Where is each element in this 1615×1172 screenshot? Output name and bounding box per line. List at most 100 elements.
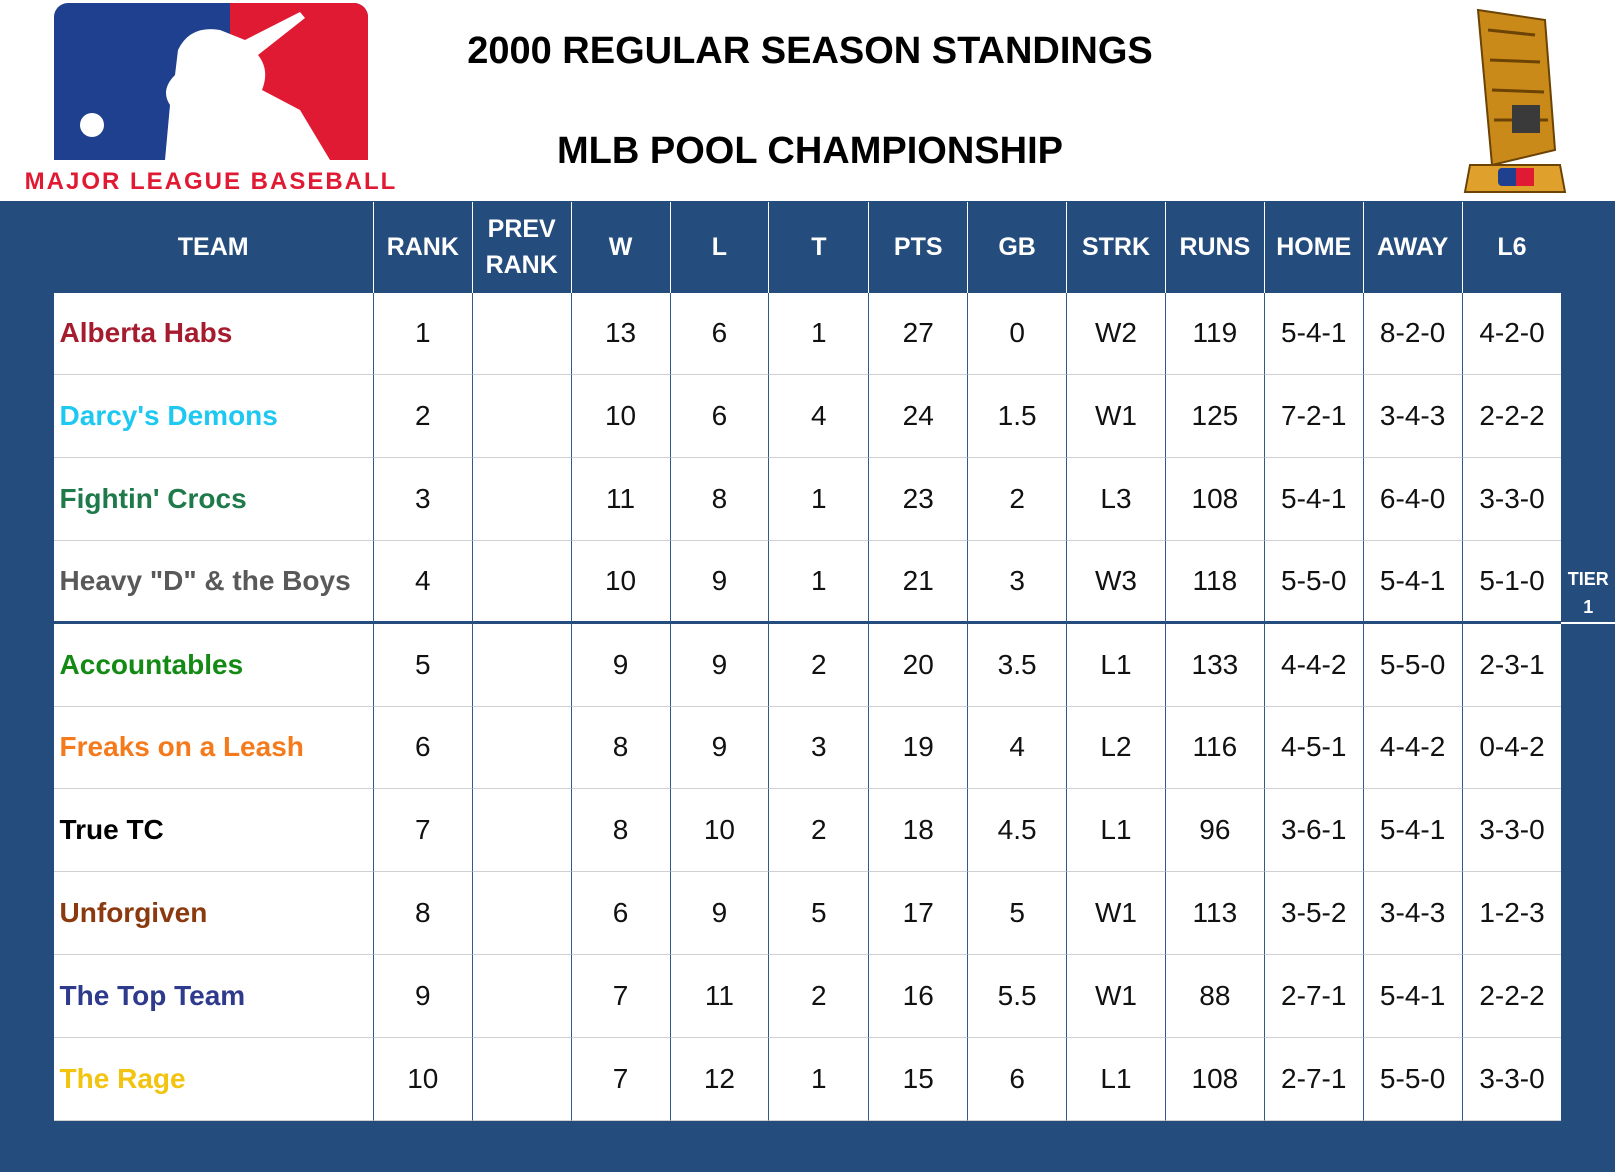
cell-away: 3-4-3 [1363,872,1463,955]
cell-l6: 4-2-0 [1462,292,1562,376]
cell-t: 4 [769,375,870,459]
empty-cell [472,706,572,790]
cell-pts: 15 [869,1037,969,1121]
cell-runs: 119 [1165,292,1265,376]
cell-runs: 118 [1165,540,1265,624]
cell-gb: 1.5 [968,375,1068,459]
cell-runs: 108 [1165,1037,1265,1121]
cell-gb: 2 [968,458,1068,541]
column-header: STRK [1067,201,1166,293]
tier-label: TIER 1 [1561,564,1615,624]
cell-rank: 9 [373,954,473,1038]
cell-runs: 88 [1165,954,1265,1038]
title: 2000 REGULAR SEASON STANDINGS [467,30,1153,72]
cell-strk: W1 [1067,872,1166,955]
cell-l: 12 [670,1037,770,1121]
cell-rank: 3 [373,458,473,541]
cell-pts: 23 [869,458,969,541]
cell-strk: W1 [1067,375,1166,459]
cell-l: 11 [670,954,770,1038]
cell-w: 7 [571,954,671,1038]
cell-pts: 16 [869,954,969,1038]
cell-rank: 6 [373,706,473,790]
cell-t: 2 [769,954,870,1038]
empty-cell [472,375,572,459]
team-name: Alberta Habs [53,292,374,376]
cell-home: 2-7-1 [1264,954,1364,1038]
cell-home: 2-7-1 [1264,1037,1364,1121]
cell-pts: 19 [869,706,969,790]
cell-w: 8 [571,789,671,873]
cell-rank: 8 [373,872,473,955]
cell-runs: 113 [1165,872,1265,955]
cell-l6: 3-3-0 [1462,458,1562,541]
cell-strk: L1 [1067,1037,1166,1121]
column-header: GB [968,201,1068,293]
cell-t: 2 [769,789,870,873]
column-header: PTS [869,201,969,293]
cell-home: 5-4-1 [1264,292,1364,376]
cell-w: 11 [571,458,671,541]
team-name: Accountables [53,623,374,707]
cell-gb: 4.5 [968,789,1068,873]
cell-runs: 108 [1165,458,1265,541]
column-header: T [769,201,870,293]
team-name: True TC [53,789,374,873]
cell-l6: 1-2-3 [1462,872,1562,955]
cell-l6: 3-3-0 [1462,789,1562,873]
cell-runs: 125 [1165,375,1265,459]
cell-pts: 17 [869,872,969,955]
cell-away: 4-4-2 [1363,706,1463,790]
logo-ball [80,113,104,137]
column-header: RANK [374,201,473,293]
logo-band [54,160,368,200]
cell-l: 9 [670,706,770,790]
logo-batter [165,12,330,160]
cell-rank: 7 [373,789,473,873]
empty-cell [472,292,572,376]
cell-gb: 3 [968,540,1068,624]
cell-w: 9 [571,623,671,707]
cell-t: 1 [769,1037,870,1121]
cell-w: 7 [571,1037,671,1121]
cell-w: 13 [571,292,671,376]
logo-text: MAJOR LEAGUE BASEBALL [25,168,398,195]
cell-pts: 24 [869,375,969,459]
cell-strk: L1 [1067,623,1166,707]
cell-l: 6 [670,292,770,376]
cell-rank: 1 [373,292,473,376]
cell-runs: 96 [1165,789,1265,873]
team-name: Fightin' Crocs [53,458,374,541]
cell-pts: 20 [869,623,969,707]
column-header: L6 [1497,233,1527,262]
team-name: The Rage [53,1037,374,1121]
cell-w: 10 [571,540,671,624]
cell-l6: 5-1-0 [1462,540,1562,624]
cell-home: 4-5-1 [1264,706,1364,790]
header-art: MAJOR LEAGUE BASEBALL [25,3,1567,200]
cell-gb: 4 [968,706,1068,790]
trophy [1463,8,1567,193]
cell-l6: 2-2-2 [1462,954,1562,1038]
cell-away: 6-4-0 [1363,458,1463,541]
cell-strk: L3 [1067,458,1166,541]
cell-away: 3-4-3 [1363,375,1463,459]
cell-home: 5-4-1 [1264,458,1364,541]
cell-strk: W1 [1067,954,1166,1038]
cell-rank: 5 [373,623,473,707]
cell-l: 9 [670,872,770,955]
empty-cell [472,1037,572,1121]
cell-home: 7-2-1 [1264,375,1364,459]
empty-cell [472,540,572,624]
empty-cell [472,623,572,707]
cell-strk: W2 [1067,292,1166,376]
column-header: W [572,201,671,293]
cell-pts: 27 [869,292,969,376]
cell-pts: 18 [869,789,969,873]
cell-away: 5-5-0 [1363,623,1463,707]
cell-rank: 4 [373,540,473,624]
cell-l6: 0-4-2 [1462,706,1562,790]
cell-home: 3-5-2 [1264,872,1364,955]
subtitle: MLB POOL CHAMPIONSHIP [557,130,1063,172]
column-header: AWAY [1364,201,1463,293]
